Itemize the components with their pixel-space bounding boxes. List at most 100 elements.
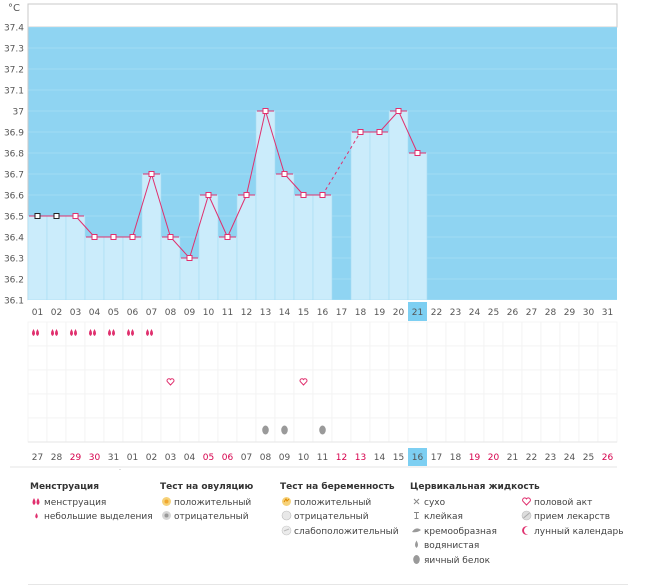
date-label-bottom[interactable]: 08 — [260, 453, 272, 463]
event-cell[interactable] — [46, 369, 67, 395]
temperature-point[interactable] — [376, 129, 383, 135]
event-cell[interactable] — [331, 369, 352, 395]
temperature-point[interactable] — [243, 192, 250, 198]
date-label-bottom[interactable]: 26 — [602, 453, 614, 463]
event-cell[interactable] — [122, 417, 143, 443]
event-cell[interactable] — [198, 321, 219, 347]
date-label-bottom[interactable]: 07 — [241, 453, 252, 463]
day-label-top[interactable]: 12 — [241, 308, 252, 318]
event-cell[interactable] — [293, 321, 314, 347]
date-label-bottom[interactable]: 17 — [431, 453, 442, 463]
date-label-bottom[interactable]: 24 — [564, 453, 576, 463]
temperature-point[interactable] — [53, 213, 60, 219]
event-cell[interactable] — [331, 321, 352, 347]
event-cell[interactable] — [46, 345, 67, 371]
date-label-bottom[interactable]: 13 — [355, 453, 366, 463]
temperature-point[interactable] — [129, 234, 136, 240]
event-cell[interactable] — [179, 345, 200, 371]
event-cell[interactable] — [331, 345, 352, 371]
event-cell[interactable] — [46, 393, 67, 419]
day-label-top[interactable]: 19 — [374, 308, 386, 318]
day-label-top[interactable]: 20 — [393, 308, 405, 318]
event-cell[interactable] — [369, 321, 390, 347]
temperature-point[interactable] — [224, 234, 231, 240]
event-cell[interactable] — [426, 417, 447, 443]
event-cell[interactable] — [198, 345, 219, 371]
event-cell[interactable] — [426, 369, 447, 395]
event-cell[interactable] — [179, 369, 200, 395]
event-cell[interactable] — [217, 321, 238, 347]
event-cell[interactable] — [369, 417, 390, 443]
event-cell[interactable] — [559, 393, 580, 419]
date-label-bottom[interactable]: 16 — [412, 453, 424, 463]
event-cell[interactable] — [502, 321, 523, 347]
event-cell[interactable] — [407, 369, 428, 395]
event-cell[interactable] — [521, 393, 542, 419]
event-cell[interactable] — [369, 393, 390, 419]
event-cell[interactable] — [578, 417, 599, 443]
day-label-top[interactable]: 26 — [507, 308, 519, 318]
day-label-top[interactable]: 08 — [165, 308, 177, 318]
event-cell[interactable] — [274, 345, 295, 371]
event-cell[interactable] — [198, 369, 219, 395]
event-cell[interactable] — [236, 393, 257, 419]
event-cell[interactable] — [350, 345, 371, 371]
event-cell[interactable] — [331, 393, 352, 419]
event-cell[interactable] — [65, 417, 86, 443]
event-cell[interactable] — [559, 345, 580, 371]
event-cell[interactable] — [84, 393, 105, 419]
event-cell[interactable] — [236, 321, 257, 347]
day-label-top[interactable]: 03 — [70, 308, 81, 318]
date-label-bottom[interactable]: 29 — [70, 453, 82, 463]
event-cell[interactable] — [293, 345, 314, 371]
event-cell[interactable] — [502, 345, 523, 371]
date-label-bottom[interactable]: 22 — [526, 453, 537, 463]
event-cell[interactable] — [502, 369, 523, 395]
date-label-bottom[interactable]: 18 — [450, 453, 462, 463]
event-cell[interactable] — [483, 369, 504, 395]
event-cell[interactable] — [122, 345, 143, 371]
event-cell[interactable] — [84, 345, 105, 371]
event-cell[interactable] — [388, 369, 409, 395]
event-cell[interactable] — [502, 417, 523, 443]
temperature-point[interactable] — [281, 171, 288, 177]
event-cell[interactable] — [312, 321, 333, 347]
event-cell[interactable] — [521, 321, 542, 347]
event-cell[interactable] — [65, 369, 86, 395]
temperature-point[interactable] — [148, 171, 155, 177]
event-cell[interactable] — [597, 393, 618, 419]
event-cell[interactable] — [521, 345, 542, 371]
date-label-bottom[interactable]: 04 — [184, 453, 196, 463]
event-cell[interactable] — [540, 393, 561, 419]
event-cell[interactable] — [312, 369, 333, 395]
event-cell[interactable] — [293, 369, 314, 395]
event-cell[interactable] — [483, 321, 504, 347]
event-cell[interactable] — [65, 393, 86, 419]
event-cell[interactable] — [160, 321, 181, 347]
event-cell[interactable] — [464, 321, 485, 347]
event-cell[interactable] — [141, 345, 162, 371]
event-cell[interactable] — [464, 369, 485, 395]
event-cell[interactable] — [274, 369, 295, 395]
event-cell[interactable] — [293, 417, 314, 443]
temperature-point[interactable] — [186, 255, 193, 261]
date-label-bottom[interactable]: 21 — [507, 453, 518, 463]
event-cell[interactable] — [103, 393, 124, 419]
temperature-point[interactable] — [319, 192, 326, 198]
event-cell[interactable] — [597, 321, 618, 347]
temperature-point[interactable] — [205, 192, 212, 198]
event-cell[interactable] — [369, 369, 390, 395]
temperature-point[interactable] — [395, 108, 402, 114]
date-label-bottom[interactable]: 02 — [146, 453, 157, 463]
day-label-top[interactable]: 31 — [602, 308, 613, 318]
event-cell[interactable] — [179, 321, 200, 347]
date-label-bottom[interactable]: 28 — [51, 453, 63, 463]
event-cell[interactable] — [103, 369, 124, 395]
temperature-point[interactable] — [414, 150, 421, 156]
temperature-point[interactable] — [72, 213, 79, 219]
event-cell[interactable] — [483, 345, 504, 371]
event-cell[interactable] — [103, 417, 124, 443]
event-cell[interactable] — [521, 369, 542, 395]
event-cell[interactable] — [293, 393, 314, 419]
day-label-top[interactable]: 16 — [317, 308, 329, 318]
